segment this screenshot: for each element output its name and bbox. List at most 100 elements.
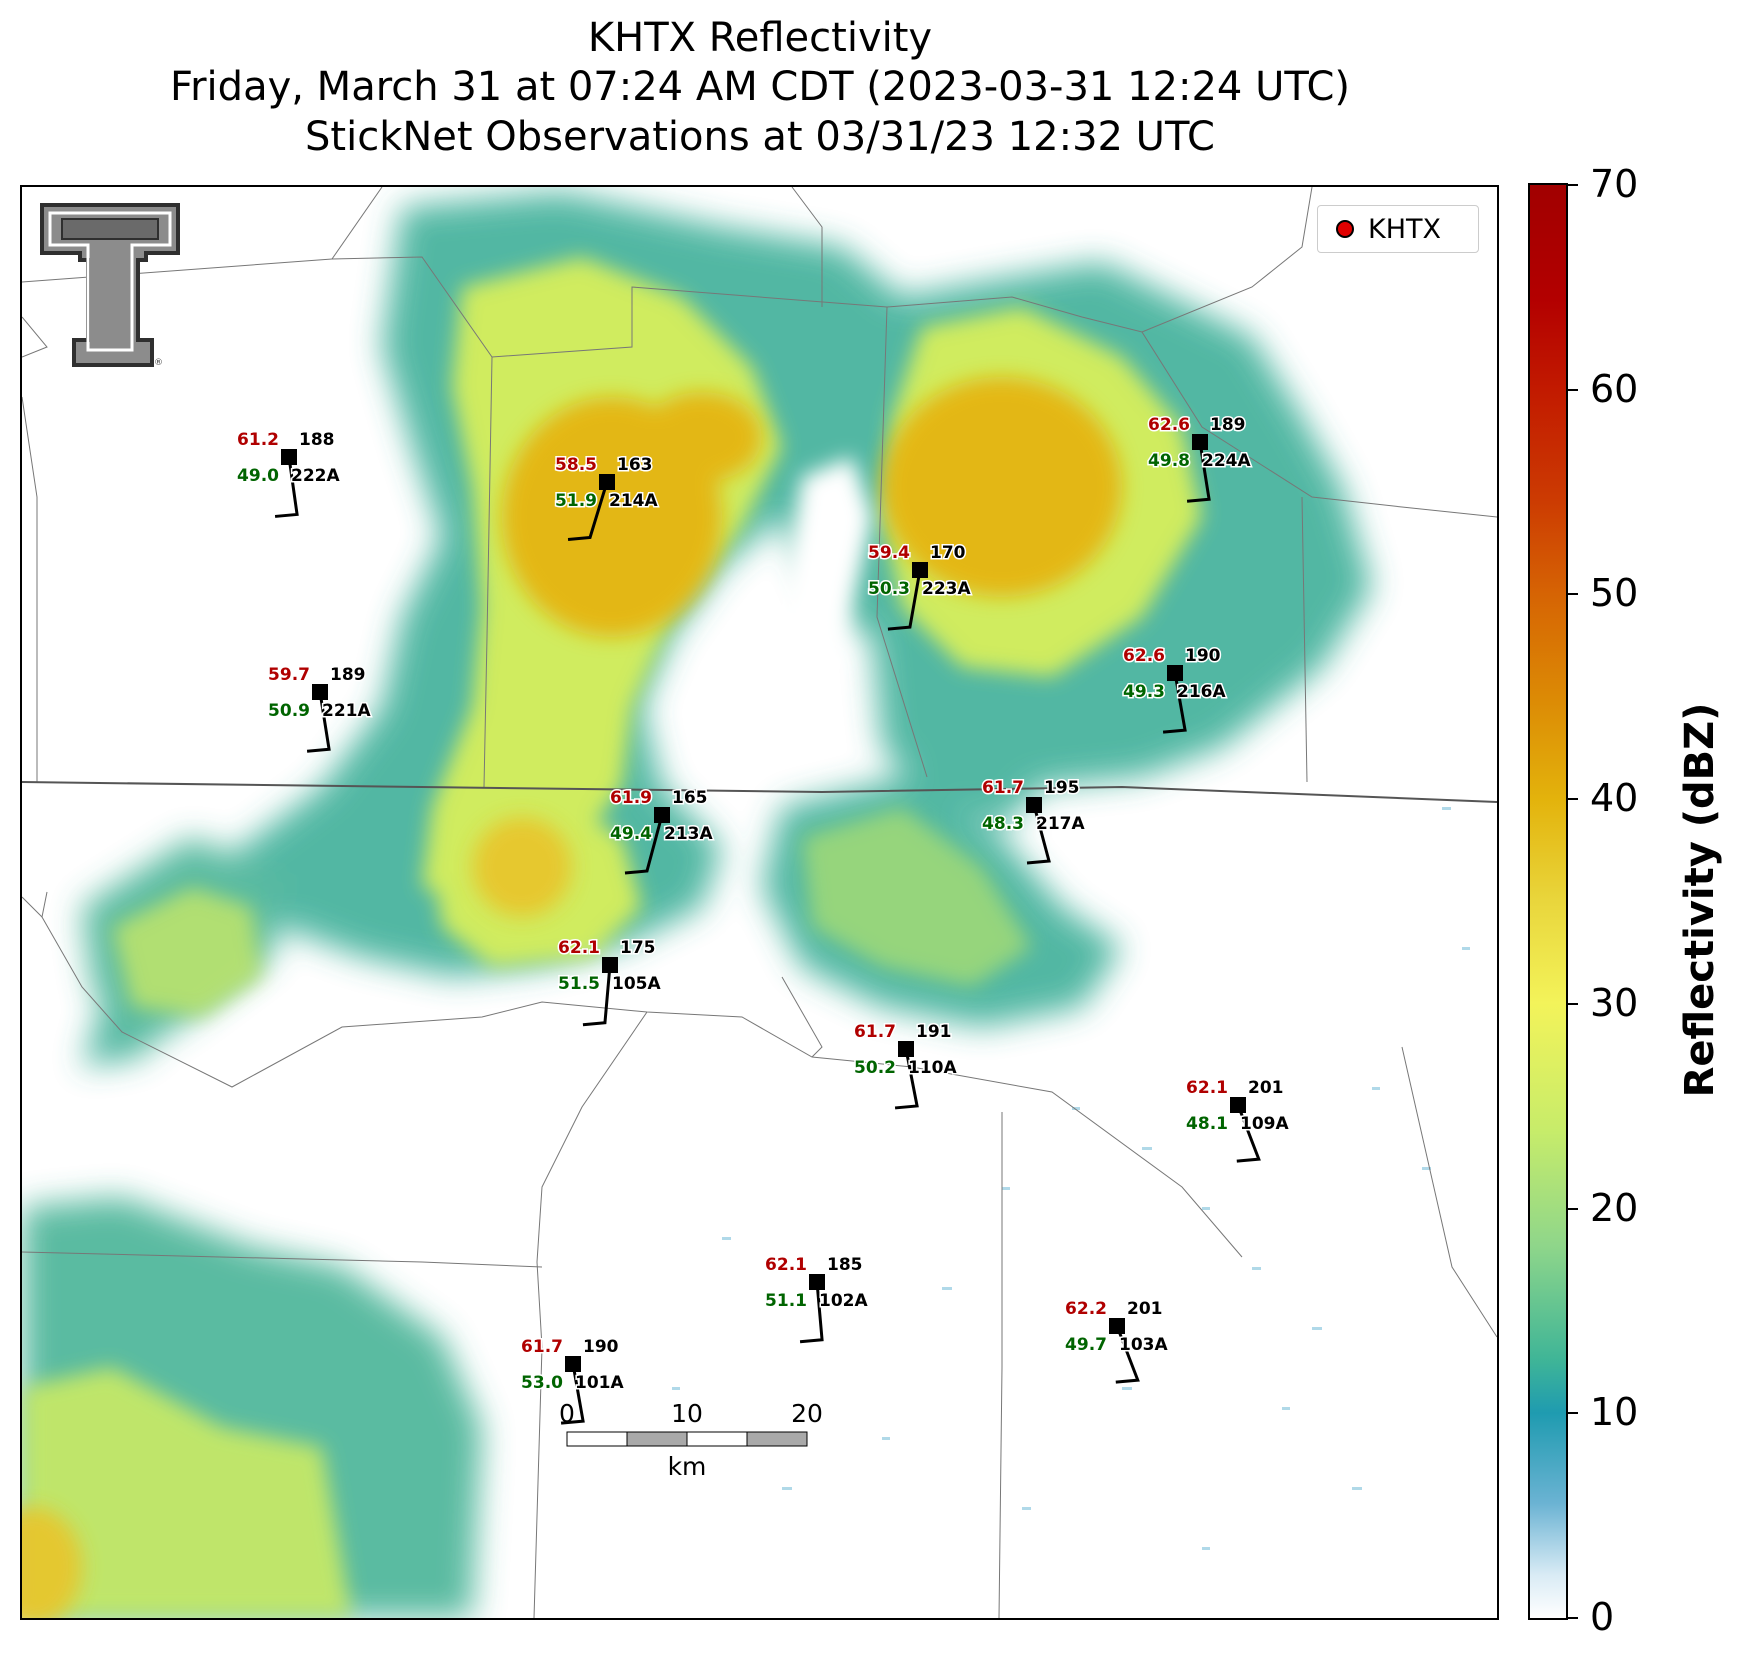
station-222A[interactable]: 61.2 188 49.0 222A — [236, 429, 342, 518]
wind-barb — [1186, 441, 1211, 503]
echo-core-green-west — [112, 887, 262, 1017]
echo-core-green-se — [802, 807, 1032, 987]
station-temperature: 62.6 — [1148, 415, 1190, 435]
station-marker — [1109, 1318, 1125, 1334]
legend-label: KHTX — [1368, 213, 1441, 245]
scale-unit: km — [668, 1452, 707, 1481]
station-wind-direction: 163 — [617, 455, 653, 475]
station-103A[interactable]: 62.2 201 49.7 103A — [1064, 1298, 1170, 1384]
station-wind-direction: 175 — [620, 938, 656, 958]
wind-barb — [799, 1281, 824, 1344]
station-id: 102A — [819, 1291, 868, 1311]
station-id: 217A — [1036, 814, 1085, 834]
station-wind-direction: 188 — [299, 430, 335, 450]
station-221A[interactable]: 59.7 189 50.9 221A — [267, 664, 373, 753]
station-102A[interactable]: 62.1 185 51.1 102A — [764, 1254, 870, 1344]
station-marker — [565, 1356, 581, 1372]
station-109A[interactable]: 62.1 201 48.1 109A — [1185, 1077, 1291, 1163]
radar-map[interactable]: 0 10 20 km ® 61.2 188 49.0 222A 58.5 163 51.9 2… — [20, 185, 1499, 1620]
station-marker — [1167, 665, 1183, 681]
station-dewpoint: 50.3 — [868, 579, 910, 599]
wind-barb — [560, 1363, 585, 1425]
wind-barb — [1026, 804, 1051, 865]
station-213A[interactable]: 61.9 165 49.4 213A — [609, 787, 715, 875]
svg-text:®: ® — [154, 358, 163, 368]
colorbar-tick-mark — [1568, 1412, 1578, 1415]
station-dewpoint: 49.4 — [610, 824, 652, 844]
station-216A[interactable]: 62.6 190 49.3 216A — [1122, 645, 1228, 734]
station-id: 213A — [664, 824, 713, 844]
texas-tech-logo: ® — [40, 203, 180, 368]
station-101A[interactable]: 61.7 190 53.0 101A — [520, 1336, 626, 1425]
station-dewpoint: 48.3 — [982, 814, 1024, 834]
station-wind-direction: 195 — [1044, 778, 1080, 798]
echo-core-yellow-sw — [22, 1367, 352, 1618]
wind-barb — [1236, 1104, 1261, 1163]
station-wind-direction: 185 — [827, 1255, 863, 1275]
station-dewpoint: 49.7 — [1065, 1335, 1107, 1355]
wind-barb — [624, 814, 664, 875]
scale-bar: 0 10 20 km — [559, 1399, 823, 1481]
station-wind-direction: 190 — [583, 1337, 619, 1357]
station-217A[interactable]: 61.7 195 48.3 217A — [981, 777, 1087, 865]
wind-barb — [894, 1048, 919, 1110]
colorbar-tick-mark — [1568, 1207, 1578, 1210]
station-wind-direction: 190 — [1185, 646, 1221, 666]
station-temperature: 61.7 — [521, 1337, 563, 1357]
reflectivity-colorbar — [1528, 183, 1568, 1620]
station-marker — [281, 449, 297, 465]
station-223A[interactable]: 59.4 170 50.3 223A — [867, 542, 973, 631]
station-id: 101A — [575, 1373, 624, 1393]
chart-subtitle-time: Friday, March 31 at 07:24 AM CDT (2023-0… — [170, 64, 1350, 110]
station-marker — [654, 807, 670, 823]
station-temperature: 59.4 — [868, 543, 910, 563]
station-temperature: 61.9 — [610, 788, 652, 808]
wind-barb — [306, 691, 331, 753]
colorbar-label: Reflectivity (dBZ) — [1677, 702, 1723, 1098]
wind-barb — [582, 964, 612, 1027]
station-105A[interactable]: 62.1 175 51.5 105A — [557, 937, 663, 1027]
colorbar-tick-mark — [1568, 1617, 1578, 1619]
station-marker — [1026, 797, 1042, 813]
scale-tick-10: 10 — [671, 1399, 703, 1428]
colorbar-tick-label: 60 — [1590, 366, 1639, 411]
colorbar-tick-label: 10 — [1590, 1390, 1639, 1435]
station-224A[interactable]: 62.6 189 49.8 224A — [1147, 414, 1253, 503]
colorbar-tick-mark — [1568, 184, 1578, 186]
colorbar-tick-label: 50 — [1590, 571, 1639, 616]
radar-map-canvas: 0 10 20 km ® 61.2 188 49.0 222A 58.5 163 51.9 2… — [22, 187, 1497, 1618]
station-dewpoint: 49.3 — [1123, 682, 1165, 702]
wind-barb — [1162, 672, 1187, 734]
station-temperature: 62.1 — [765, 1255, 807, 1275]
station-110A[interactable]: 61.7 191 50.2 110A — [853, 1021, 959, 1110]
echo-speckles — [672, 807, 1470, 1550]
station-marker — [912, 562, 928, 578]
chart-title: KHTX Reflectivity — [587, 15, 933, 61]
echo-core-orange-2 — [642, 392, 762, 482]
colorbar-tick-mark — [1568, 388, 1578, 391]
station-wind-direction: 201 — [1248, 1078, 1284, 1098]
station-214A[interactable]: 58.5 163 51.9 214A — [554, 454, 660, 541]
station-dewpoint: 53.0 — [521, 1373, 563, 1393]
station-wind-direction: 189 — [330, 665, 366, 685]
colorbar-tick-mark — [1568, 593, 1578, 596]
station-temperature: 62.2 — [1065, 1299, 1107, 1319]
station-id: 223A — [922, 579, 971, 599]
colorbar-tick-label: 70 — [1590, 162, 1639, 206]
station-wind-direction: 165 — [672, 788, 708, 808]
station-id: 103A — [1119, 1335, 1168, 1355]
station-temperature: 59.7 — [268, 665, 310, 685]
station-dewpoint: 48.1 — [1186, 1114, 1228, 1134]
station-wind-direction: 189 — [1210, 415, 1246, 435]
station-dewpoint: 50.2 — [854, 1058, 896, 1078]
station-marker — [1192, 434, 1208, 450]
station-dewpoint: 50.9 — [268, 701, 310, 721]
station-marker — [599, 474, 615, 490]
station-dewpoint: 51.1 — [765, 1291, 807, 1311]
station-temperature: 62.6 — [1123, 646, 1165, 666]
county-boundaries — [22, 187, 1497, 1618]
station-dewpoint: 49.8 — [1148, 451, 1190, 471]
station-id: 105A — [612, 974, 661, 994]
echo-region-north — [82, 192, 1372, 1067]
echo-core-orange-3 — [882, 377, 1122, 597]
